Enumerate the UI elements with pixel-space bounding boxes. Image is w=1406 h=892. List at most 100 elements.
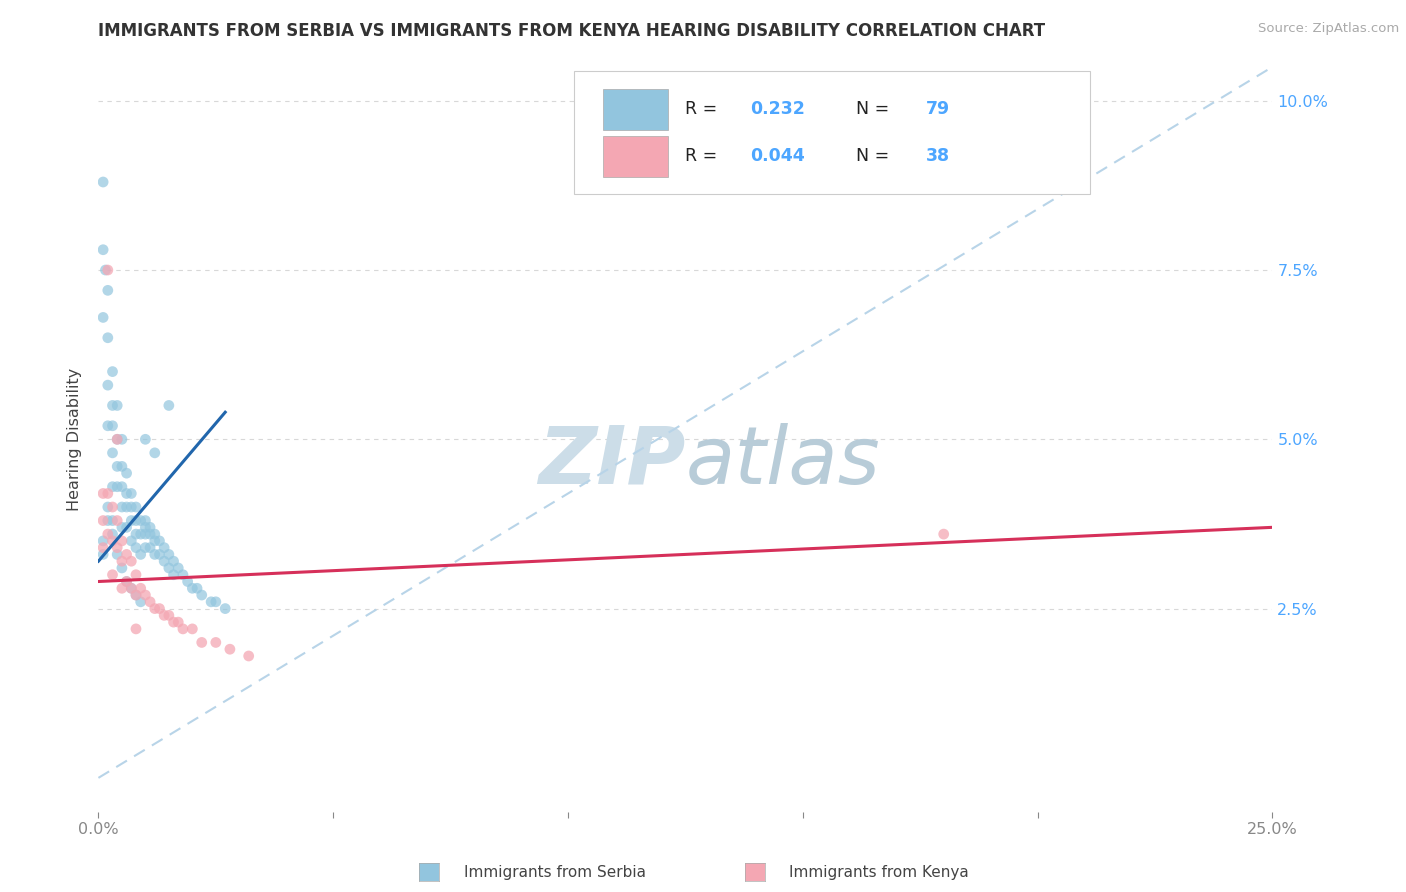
Point <box>97 263 120 277</box>
Point <box>97 514 120 528</box>
Point <box>153 608 176 623</box>
Text: R =: R = <box>686 147 723 165</box>
Point <box>105 548 128 562</box>
Point <box>94 263 117 277</box>
FancyBboxPatch shape <box>603 89 668 130</box>
Point <box>125 527 148 541</box>
Point <box>105 541 128 555</box>
Point <box>101 480 124 494</box>
Point <box>101 514 124 528</box>
Point <box>186 582 208 596</box>
Point <box>91 533 114 548</box>
Text: R =: R = <box>686 101 723 119</box>
Point <box>134 588 156 602</box>
Point <box>115 486 138 500</box>
Point <box>111 554 134 568</box>
Point <box>148 548 170 562</box>
Point <box>120 500 142 514</box>
Point <box>97 378 120 392</box>
Point <box>97 331 120 345</box>
FancyBboxPatch shape <box>574 70 1091 194</box>
Point <box>115 574 138 589</box>
Point <box>111 533 134 548</box>
Point <box>176 574 198 589</box>
Point <box>97 486 120 500</box>
Point <box>111 520 134 534</box>
Point <box>120 554 142 568</box>
Point <box>200 595 222 609</box>
Point <box>153 554 176 568</box>
Point <box>157 399 180 413</box>
Point <box>101 399 124 413</box>
Point <box>181 622 204 636</box>
Point <box>125 588 148 602</box>
Point <box>139 541 162 555</box>
Point <box>120 514 142 528</box>
Point <box>134 520 156 534</box>
Point <box>105 399 128 413</box>
Point <box>134 541 156 555</box>
Point <box>129 595 152 609</box>
Point <box>139 520 162 534</box>
Point <box>91 541 114 555</box>
Point <box>134 433 156 447</box>
Point <box>105 480 128 494</box>
Point <box>172 567 194 582</box>
Point <box>238 648 260 663</box>
Point <box>105 433 128 447</box>
Point <box>205 635 228 649</box>
Point <box>148 533 170 548</box>
Point <box>105 514 128 528</box>
Point <box>115 574 138 589</box>
Point <box>125 588 148 602</box>
Point <box>125 567 148 582</box>
Point <box>91 548 114 562</box>
Point <box>111 480 134 494</box>
Point <box>143 446 166 460</box>
Point <box>91 514 114 528</box>
Text: ZIP: ZIP <box>538 423 686 500</box>
Point <box>101 500 124 514</box>
Text: IMMIGRANTS FROM SERBIA VS IMMIGRANTS FROM KENYA HEARING DISABILITY CORRELATION C: IMMIGRANTS FROM SERBIA VS IMMIGRANTS FRO… <box>98 22 1046 40</box>
Point <box>181 582 204 596</box>
Point <box>139 595 162 609</box>
Point <box>129 527 152 541</box>
Point <box>143 533 166 548</box>
Point <box>97 284 120 298</box>
FancyBboxPatch shape <box>603 136 668 178</box>
Point <box>932 527 955 541</box>
Point <box>111 561 134 575</box>
Point <box>143 601 166 615</box>
Text: 0.044: 0.044 <box>749 147 804 165</box>
Point <box>115 466 138 480</box>
Point <box>167 561 190 575</box>
Point <box>115 500 138 514</box>
Point <box>101 446 124 460</box>
Point <box>214 601 236 615</box>
Point <box>125 500 148 514</box>
Text: N =: N = <box>856 101 894 119</box>
Point <box>167 615 190 629</box>
Point <box>120 582 142 596</box>
Point <box>120 486 142 500</box>
Point <box>143 527 166 541</box>
Point <box>115 520 138 534</box>
Point <box>129 548 152 562</box>
Text: Immigrants from Kenya: Immigrants from Kenya <box>789 865 969 880</box>
Point <box>91 486 114 500</box>
Point <box>101 527 124 541</box>
Text: Source: ZipAtlas.com: Source: ZipAtlas.com <box>1258 22 1399 36</box>
Point <box>105 433 128 447</box>
Point <box>125 622 148 636</box>
Point <box>205 595 228 609</box>
Text: 0.232: 0.232 <box>749 101 804 119</box>
Point <box>105 459 128 474</box>
Point <box>162 567 184 582</box>
Point <box>111 500 134 514</box>
Point <box>91 310 114 325</box>
Point <box>219 642 242 657</box>
Point <box>139 527 162 541</box>
Point <box>172 622 194 636</box>
Point <box>91 243 114 257</box>
Point <box>111 459 134 474</box>
